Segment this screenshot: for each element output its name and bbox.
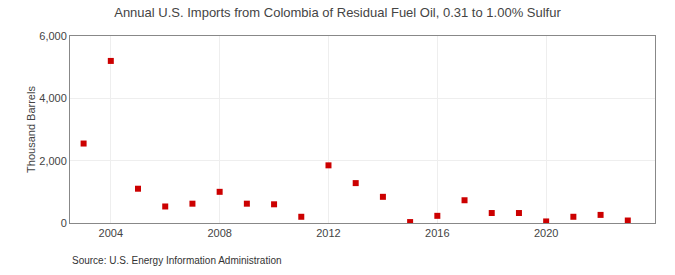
svg-text:2008: 2008 <box>207 227 231 239</box>
svg-text:Thousand Barrels: Thousand Barrels <box>25 86 37 173</box>
svg-text:Annual U.S. Imports from Colom: Annual U.S. Imports from Colombia of Res… <box>114 5 561 20</box>
svg-text:6,000: 6,000 <box>39 30 67 42</box>
svg-text:2,000: 2,000 <box>39 155 67 167</box>
svg-text:0: 0 <box>61 217 67 229</box>
svg-text:4,000: 4,000 <box>39 92 67 104</box>
svg-text:2004: 2004 <box>99 227 123 239</box>
svg-text:2012: 2012 <box>316 227 340 239</box>
svg-text:Source: U.S. Energy Informatio: Source: U.S. Energy Information Administ… <box>72 255 282 266</box>
svg-text:2020: 2020 <box>534 227 558 239</box>
svg-text:2016: 2016 <box>425 227 449 239</box>
